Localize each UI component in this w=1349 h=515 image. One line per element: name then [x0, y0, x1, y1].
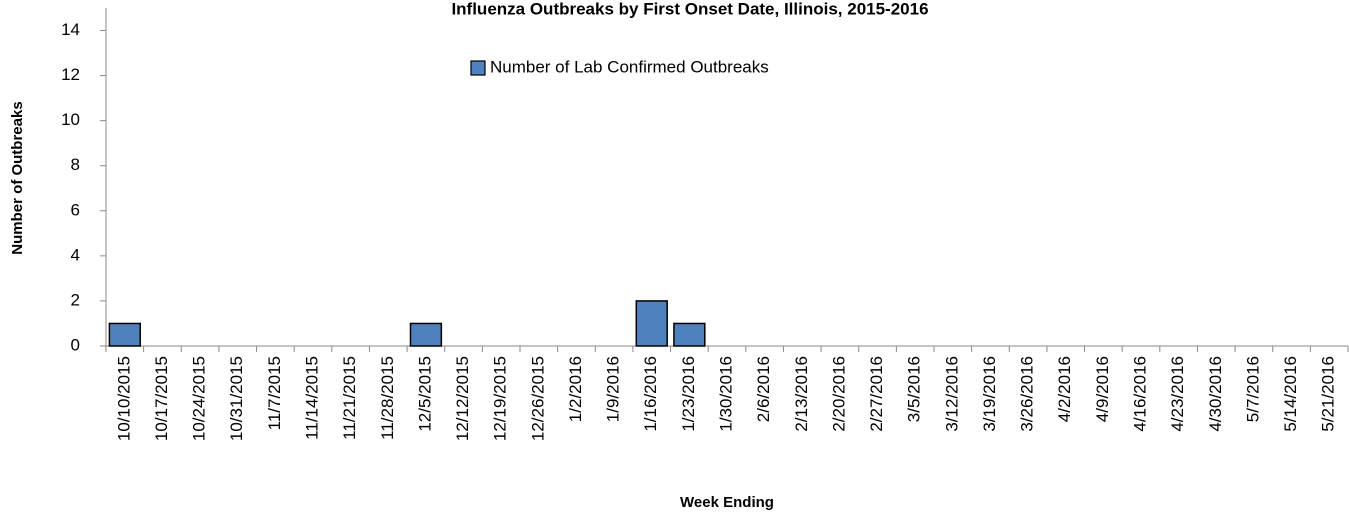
- legend-swatch: [470, 60, 486, 76]
- x-tick-label: 10/24/2015: [190, 356, 209, 441]
- x-tick-label: 3/5/2016: [905, 356, 924, 422]
- x-tick-label: 2/20/2016: [829, 356, 848, 432]
- x-tick-label: 11/28/2015: [378, 356, 397, 440]
- x-tick-label: 2/13/2016: [792, 356, 811, 432]
- x-tick-label: 10/10/2015: [114, 356, 133, 441]
- y-tick-label: 12: [61, 65, 80, 84]
- y-axis-title: Number of Outbreaks: [9, 101, 26, 254]
- x-tick-label: 3/19/2016: [980, 356, 999, 432]
- x-tick-label: 5/7/2016: [1243, 356, 1262, 422]
- x-tick-label: 1/30/2016: [716, 356, 735, 432]
- x-tick-label: 1/9/2016: [604, 356, 623, 422]
- y-tick-label: 10: [61, 110, 80, 129]
- x-tick-label: 3/12/2016: [942, 356, 961, 432]
- bar: [409, 322, 443, 347]
- y-tick-label: 4: [71, 245, 80, 264]
- x-tick-label: 5/21/2016: [1319, 356, 1338, 432]
- x-tick-label: 2/6/2016: [754, 356, 773, 422]
- x-tick-label: 11/21/2015: [340, 356, 359, 440]
- x-tick-label: 12/5/2015: [415, 356, 434, 432]
- y-tick-label: 2: [71, 290, 80, 309]
- x-tick-label: 12/12/2015: [453, 356, 472, 441]
- y-tick-label: 14: [61, 20, 80, 39]
- x-tick-label: 4/23/2016: [1168, 356, 1187, 432]
- y-tick-label: 8: [71, 155, 80, 174]
- x-tick-label: 11/7/2015: [265, 356, 284, 430]
- x-tick-label: 1/2/2016: [566, 356, 585, 422]
- x-axis-title: Week Ending: [680, 494, 774, 511]
- bar: [673, 322, 706, 347]
- bar: [635, 300, 668, 347]
- y-tick-label: 6: [71, 200, 80, 219]
- x-tick-label: 12/26/2015: [528, 356, 547, 441]
- x-tick-label: 4/2/2016: [1055, 356, 1074, 422]
- x-tick-label: 11/14/2015: [302, 356, 321, 440]
- x-tick-label: 5/14/2016: [1281, 356, 1300, 432]
- x-tick-label: 2/27/2016: [867, 356, 886, 432]
- x-tick-label: 3/26/2016: [1018, 356, 1037, 432]
- x-tick-label: 1/16/2016: [641, 356, 660, 432]
- x-tick-label: 1/23/2016: [679, 356, 698, 432]
- x-tick-label: 12/19/2015: [491, 356, 510, 441]
- x-tick-label: 4/30/2016: [1206, 356, 1225, 432]
- bar: [108, 322, 141, 347]
- y-tick-label: 0: [71, 335, 80, 354]
- x-tick-label: 4/9/2016: [1093, 356, 1112, 422]
- chart-title: Influenza Outbreaks by First Onset Date,…: [451, 0, 928, 18]
- x-tick-label: 10/17/2015: [152, 356, 171, 441]
- x-tick-label: 10/31/2015: [227, 356, 246, 441]
- x-tick-label: 4/16/2016: [1130, 356, 1149, 432]
- legend-label: Number of Lab Confirmed Outbreaks: [490, 57, 769, 76]
